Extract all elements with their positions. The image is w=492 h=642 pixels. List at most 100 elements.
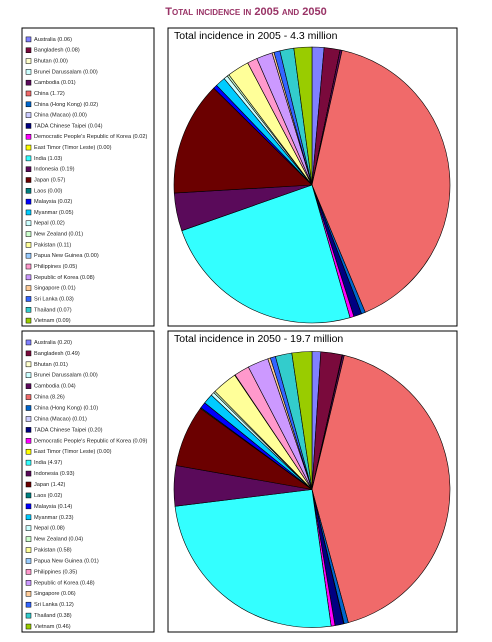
legend-swatch xyxy=(25,47,32,53)
pie-slice xyxy=(173,87,313,194)
pie-title: Total incidence in 2050 - 19.7 million xyxy=(174,333,343,345)
legend-label: Indonesia (0.93) xyxy=(34,471,75,477)
legend-label: Cambodia (0.01) xyxy=(34,80,76,86)
legend-swatch xyxy=(25,470,32,477)
legend-label: New Zealand (0.04) xyxy=(34,537,83,543)
legend-swatch xyxy=(25,612,32,619)
legend-swatch xyxy=(25,123,32,129)
legend-label: Thailand (0.07) xyxy=(34,307,72,313)
legend-label: Singapore (0.01) xyxy=(34,286,76,292)
legend-swatch xyxy=(25,459,32,466)
legend-label: New Zealand (0.01) xyxy=(34,232,83,238)
legend-label: Pakistan (0.11) xyxy=(34,242,71,248)
legend-label: Philippines (0.05) xyxy=(34,264,77,270)
legend-swatch xyxy=(25,231,32,237)
pie-title: Total incidence in 2005 - 4.3 million xyxy=(174,30,338,42)
legend-label: Bhutan (0.01) xyxy=(34,362,68,368)
legend-swatch xyxy=(25,209,32,216)
legend-label: India (1.03) xyxy=(34,156,62,162)
legend-box xyxy=(21,330,155,633)
legend-swatch xyxy=(25,36,32,43)
legend-label: Papua New Guinea (0.01) xyxy=(34,558,99,564)
legend-swatch xyxy=(25,339,32,346)
legend-label: Sri Lanka (0.03) xyxy=(34,296,74,302)
legend-swatch xyxy=(25,242,32,248)
legend-label: Australia (0.20) xyxy=(34,340,72,346)
legend-swatch xyxy=(25,317,32,324)
legend-swatch xyxy=(25,361,32,368)
legend-label: Sri Lanka (0.12) xyxy=(34,602,74,608)
legend-swatch xyxy=(25,155,32,162)
legend-swatch xyxy=(25,580,32,586)
legend-swatch xyxy=(25,427,32,433)
legend-swatch xyxy=(25,177,32,183)
legend-label: Vietnam (0.46) xyxy=(34,624,71,630)
legend-swatch xyxy=(25,514,32,521)
legend-swatch xyxy=(25,438,32,444)
legend-label: Malaysia (0.02) xyxy=(34,199,72,205)
legend-swatch xyxy=(25,263,32,270)
legend-label: China (8.26) xyxy=(34,395,65,401)
legend-swatch xyxy=(25,101,32,108)
legend-label: East Timor (Timor Leste) (0.00) xyxy=(34,449,112,455)
legend-swatch xyxy=(25,188,32,194)
pie-slice xyxy=(311,354,451,623)
legend-swatch xyxy=(25,307,32,313)
legend-label: Australia (0.06) xyxy=(34,37,72,43)
legend-swatch xyxy=(25,112,32,118)
legend-label: China (1.72) xyxy=(34,91,65,97)
pie-slice xyxy=(311,49,451,313)
legend-swatch xyxy=(25,166,32,172)
legend-label: China (Hong Kong) (0.02) xyxy=(34,102,98,108)
legend-label: Japan (0.57) xyxy=(34,177,66,183)
legend-label: Myanmar (0.23) xyxy=(34,515,74,521)
legend-label: Laos (0.02) xyxy=(34,493,62,499)
legend-box xyxy=(21,27,155,327)
legend-swatch xyxy=(25,492,32,499)
legend-label: Republic of Korea (0.48) xyxy=(34,580,95,586)
legend-swatch xyxy=(25,69,32,75)
legend-label: Japan (1.42) xyxy=(34,482,66,488)
legend-label: Malaysia (0.14) xyxy=(34,504,72,510)
legend-swatch xyxy=(25,220,32,227)
legend-label: Philippines (0.35) xyxy=(34,569,77,575)
legend-label: Thailand (0.38) xyxy=(34,613,72,619)
legend-swatch xyxy=(25,623,32,630)
legend-swatch xyxy=(25,252,32,259)
legend-label: Indonesia (0.19) xyxy=(34,167,75,173)
legend-swatch xyxy=(25,558,32,564)
legend-swatch xyxy=(25,547,32,553)
legend-label: Vietnam (0.09) xyxy=(34,318,71,324)
legend-label: Democratic People's Republic of Korea (0… xyxy=(34,438,147,444)
legend-label: China (Macao) (0.00) xyxy=(34,113,87,119)
legend-swatch xyxy=(25,536,32,542)
legend-swatch xyxy=(25,383,32,389)
legend-swatch xyxy=(25,144,32,151)
legend-label: Papua New Guinea (0.00) xyxy=(34,253,99,259)
legend-swatch xyxy=(25,296,32,302)
legend-label: Bangladesh (0.49) xyxy=(34,351,80,357)
legend-swatch xyxy=(25,481,32,488)
legend-label: China (Macao) (0.01) xyxy=(34,416,87,422)
legend-label: Pakistan (0.58) xyxy=(34,548,72,554)
legend-label: Cambodia (0.04) xyxy=(34,384,76,390)
legend-label: Brunei Darussalam (0.00) xyxy=(34,69,98,75)
legend-label: China (Hong Kong) (0.10) xyxy=(34,406,98,412)
pie-slice xyxy=(291,351,313,490)
legend-label: Nepal (0.08) xyxy=(34,526,65,532)
legend-swatch xyxy=(25,274,32,281)
legend-swatch xyxy=(25,416,32,422)
legend-swatch xyxy=(25,372,32,378)
legend-swatch xyxy=(25,525,32,531)
legend-swatch xyxy=(25,133,32,140)
legend-swatch xyxy=(25,198,32,205)
legend-swatch xyxy=(25,90,32,97)
legend-label: Brunei Darussalam (0.00) xyxy=(34,373,98,379)
legend-swatch xyxy=(25,503,32,510)
legend-label: East Timor (Timor Leste) (0.00) xyxy=(34,145,112,151)
legend-swatch xyxy=(25,448,32,455)
legend-label: Myanmar (0.05) xyxy=(34,210,74,216)
legend-swatch xyxy=(25,394,32,400)
legend-swatch xyxy=(25,79,32,86)
